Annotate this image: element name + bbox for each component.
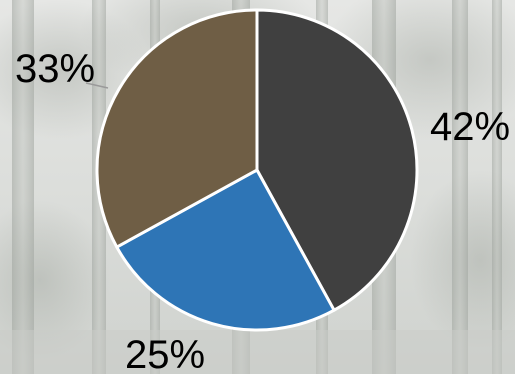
pie-slice-42 bbox=[255, 8, 419, 312]
pie-slice-33 bbox=[95, 8, 259, 249]
slice-label-25: 25% bbox=[125, 333, 205, 374]
slice-labels: 42% 25% 33% bbox=[15, 47, 510, 374]
slice-label-33: 33% bbox=[15, 47, 95, 91]
pie-slices bbox=[95, 8, 419, 332]
leader-line-33 bbox=[85, 82, 109, 89]
slice-label-42: 42% bbox=[430, 105, 510, 149]
pie-slice-25 bbox=[115, 168, 336, 332]
leader-lines bbox=[85, 82, 109, 89]
